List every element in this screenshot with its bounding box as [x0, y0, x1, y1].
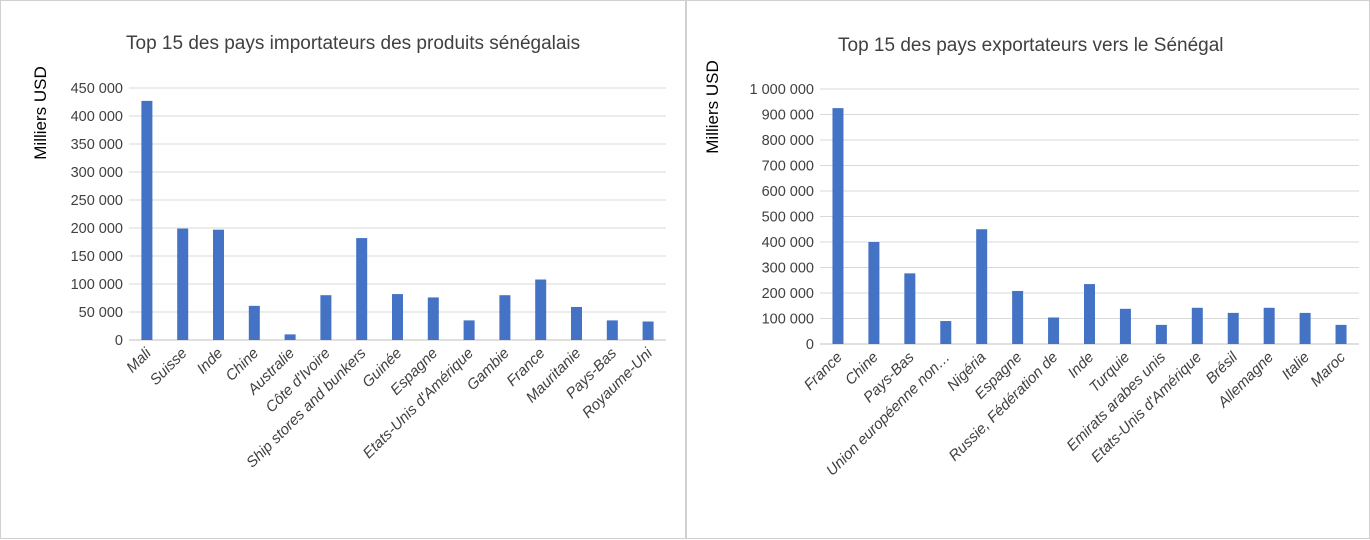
bar: [248, 305, 260, 340]
bar: [904, 273, 916, 344]
chart-importers: Top 15 des pays importateurs des produit…: [31, 33, 666, 471]
bar: [868, 242, 880, 344]
y-tick-label: 700 000: [762, 159, 814, 175]
bar: [940, 321, 952, 344]
x-tick-label: France: [801, 349, 846, 394]
bar: [1084, 284, 1095, 344]
y-tick-label: 200 000: [762, 286, 814, 302]
y-tick-label: 350 000: [71, 137, 123, 153]
x-tick-label: Mali: [123, 344, 155, 376]
bar: [1119, 308, 1131, 344]
y-tick-label: 250 000: [71, 193, 123, 209]
chart-title: Top 15 des pays exportateurs vers le Sén…: [838, 35, 1224, 56]
bar: [1299, 312, 1311, 344]
bar: [642, 321, 654, 340]
y-tick-label: 450 000: [71, 81, 123, 97]
y-tick-label: 100 000: [762, 312, 814, 328]
bar: [1048, 317, 1060, 344]
y-axis-label: Milliers USD: [31, 66, 50, 160]
y-tick-label: 100 000: [71, 277, 123, 293]
x-tick-label: Suisse: [147, 345, 191, 389]
bar: [356, 238, 368, 340]
y-tick-label: 500 000: [762, 210, 814, 226]
bar: [1155, 324, 1167, 344]
bar: [976, 229, 988, 344]
chart-exporters: Top 15 des pays exportateurs vers le Sén…: [703, 35, 1359, 479]
x-tick-label: Maroc: [1307, 348, 1349, 390]
chart-panel-importers: Top 15 des pays importateurs des produit…: [0, 0, 686, 539]
y-tick-label: 600 000: [762, 184, 814, 200]
bar: [284, 334, 296, 340]
y-tick-label: 800 000: [762, 133, 814, 149]
bar: [571, 306, 582, 340]
bar: [606, 320, 618, 340]
y-tick-label: 200 000: [71, 221, 123, 237]
y-tick-label: 1 000 000: [749, 82, 814, 98]
bar: [213, 229, 224, 340]
bar: [463, 320, 475, 340]
y-tick-label: 300 000: [762, 261, 814, 277]
chart-panel-exporters: Top 15 des pays exportateurs vers le Sén…: [686, 0, 1370, 539]
y-axis-label: Milliers USD: [703, 60, 722, 154]
bar: [427, 297, 439, 340]
bar: [1012, 290, 1024, 344]
bar: [535, 279, 547, 340]
y-tick-label: 50 000: [79, 305, 123, 321]
bar: [320, 295, 332, 340]
bar: [392, 294, 403, 340]
y-tick-label: 0: [806, 337, 814, 353]
y-tick-label: 0: [115, 333, 123, 349]
bar: [141, 100, 153, 340]
bar: [832, 108, 844, 344]
bar: [1191, 307, 1203, 344]
bar: [499, 295, 511, 340]
bar: [1227, 312, 1239, 344]
bar: [1263, 307, 1275, 344]
chart-title: Top 15 des pays importateurs des produit…: [126, 33, 580, 54]
y-tick-label: 400 000: [71, 109, 123, 125]
y-tick-label: 400 000: [762, 235, 814, 251]
y-tick-label: 300 000: [71, 165, 123, 181]
bar: [1335, 324, 1347, 344]
y-tick-label: 150 000: [71, 249, 123, 265]
y-tick-label: 900 000: [762, 108, 814, 124]
bar: [177, 228, 189, 340]
